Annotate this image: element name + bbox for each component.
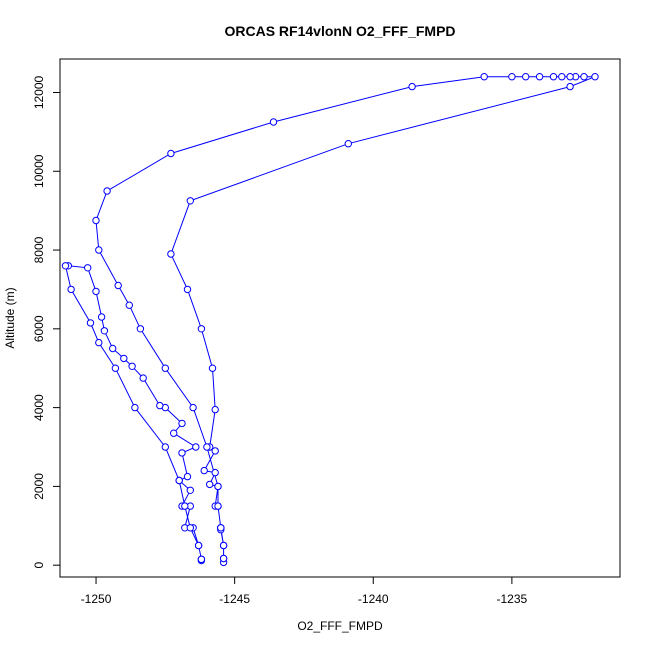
data-point (161, 443, 170, 451)
data-point (535, 73, 544, 81)
y-tick-label: 2000 (32, 473, 46, 500)
data-point (125, 301, 134, 309)
data-point (178, 449, 186, 457)
data-point (408, 82, 416, 91)
series-line (64, 265, 202, 561)
y-tick-label: 4000 (32, 394, 46, 421)
data-point (103, 187, 111, 195)
data-point (167, 149, 175, 158)
data-point (183, 285, 192, 294)
data-point (114, 281, 122, 290)
data-point (95, 246, 103, 254)
data-point (136, 325, 145, 333)
y-tick-label: 0 (32, 562, 46, 569)
data-point (269, 118, 278, 126)
x-axis-label: O2_FFF_FMPD (297, 619, 383, 633)
data-point (92, 216, 100, 225)
data-point (197, 325, 206, 333)
data-point (549, 73, 558, 81)
data-point (178, 419, 186, 428)
data-point (211, 447, 219, 455)
plot-frame (59, 58, 621, 578)
data-point (566, 82, 574, 91)
data-point (128, 362, 136, 370)
data-point (219, 541, 228, 550)
series-layer (61, 73, 599, 567)
data-point (214, 482, 222, 491)
data-point (219, 554, 228, 563)
data-point (192, 443, 200, 451)
data-point (211, 405, 219, 414)
data-point (186, 197, 195, 205)
data-point (217, 524, 225, 532)
data-point (97, 313, 106, 321)
data-point (208, 364, 217, 372)
data-point (558, 73, 566, 81)
data-point (167, 250, 175, 258)
data-point (566, 73, 574, 81)
data-point (197, 555, 206, 563)
y-tick-label: 6000 (32, 315, 46, 342)
data-point (156, 401, 164, 410)
data-point (186, 524, 195, 532)
data-point (84, 264, 92, 272)
data-point (194, 541, 203, 550)
data-point (92, 287, 100, 296)
data-point (580, 73, 588, 81)
data-point (100, 327, 109, 335)
data-point (591, 73, 599, 81)
data-point (214, 502, 222, 510)
data-point (181, 502, 189, 510)
y-tick-label: 8000 (32, 236, 46, 263)
y-tick-label: 10000 (32, 154, 46, 188)
x-tick-label: -1245 (219, 592, 250, 606)
data-point (508, 73, 516, 81)
data-point (200, 466, 208, 475)
series-line (95, 76, 596, 563)
data-point (109, 344, 117, 353)
data-point (480, 73, 488, 81)
data-point (86, 319, 95, 327)
data-point (61, 262, 70, 270)
data-point (95, 338, 103, 347)
data-point (344, 140, 352, 148)
data-point (131, 403, 139, 412)
data-point (111, 364, 120, 372)
series-1 (61, 262, 206, 565)
data-point (120, 354, 128, 363)
data-point (203, 443, 211, 451)
series-2 (92, 73, 599, 567)
y-axis-label: Altitude (m) (3, 287, 17, 348)
data-point (170, 429, 178, 437)
x-tick-label: -1250 (81, 592, 112, 606)
x-tick-label: -1235 (497, 592, 528, 606)
data-point (206, 480, 214, 489)
x-axis: -1250 -1245 -1240 -1235 (81, 577, 528, 606)
data-point (186, 486, 195, 494)
data-point (67, 285, 75, 294)
y-tick-label: 12000 (32, 75, 46, 109)
y-axis: 0 2000 4000 6000 8000 10000 12000 (32, 75, 60, 569)
data-point (139, 374, 147, 382)
data-point (522, 73, 530, 81)
data-point (161, 364, 170, 372)
data-point (175, 476, 183, 485)
chart-title: ORCAS RF14vlonN O2_FFF_FMPD (224, 23, 455, 39)
x-tick-label: -1240 (358, 592, 389, 606)
data-point (189, 403, 197, 412)
data-point (211, 468, 219, 477)
data-point (183, 472, 192, 481)
